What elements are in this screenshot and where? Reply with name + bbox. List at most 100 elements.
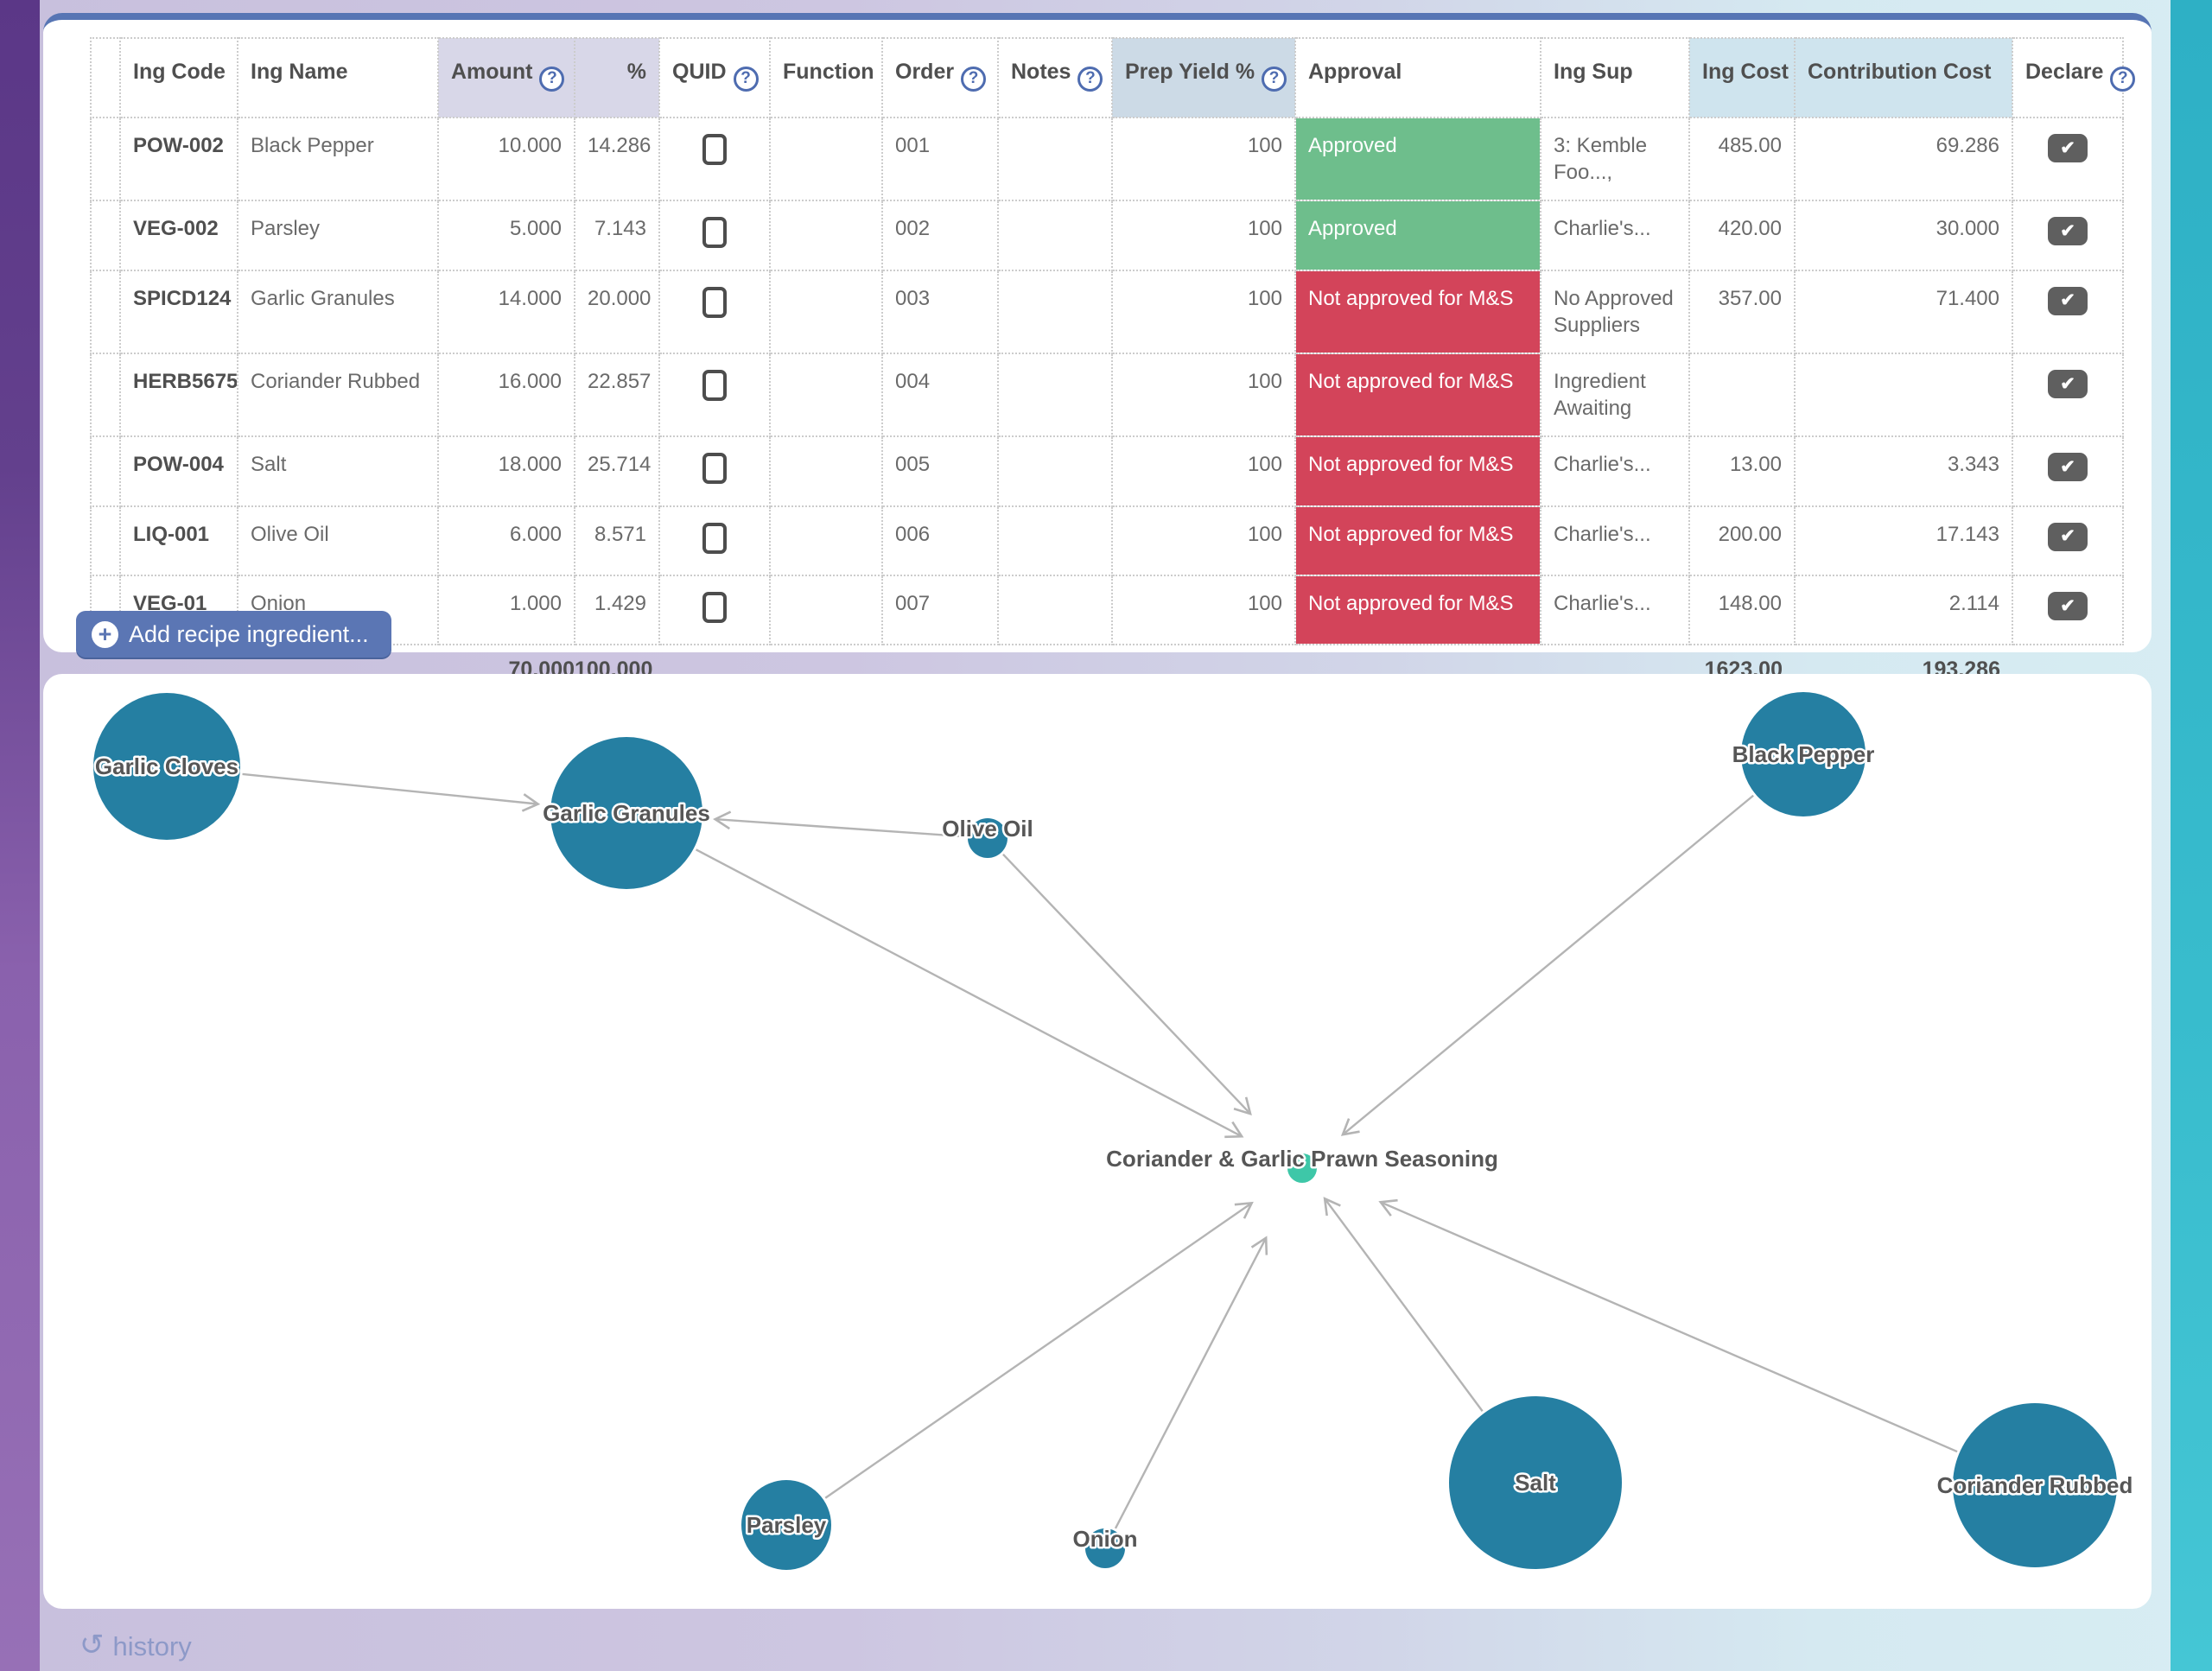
history-link[interactable]: ↺ history	[79, 1630, 192, 1662]
declare-checkbox-checked[interactable]: ✔	[2048, 591, 2088, 620]
cell-prep-yield: 100	[1111, 116, 1296, 202]
graph-node-parsley[interactable]	[741, 1480, 831, 1570]
cell-quid	[658, 116, 771, 202]
cell-amount: 14.000	[437, 269, 575, 354]
graph-node-garlic-cloves[interactable]	[93, 693, 240, 840]
column-header-function: Function	[769, 37, 883, 118]
edge-olive-oil-to-seasoning	[1002, 853, 1252, 1115]
cell-quid	[658, 505, 771, 576]
row-handle-cell	[90, 200, 121, 271]
approval-status-badge: Approved	[1294, 116, 1541, 202]
row-handle-cell	[90, 352, 121, 438]
help-icon[interactable]: ?	[961, 66, 987, 92]
edge-parsley-to-seasoning	[824, 1201, 1254, 1499]
cell-contribution-cost	[1794, 352, 2013, 438]
graph-node-onion[interactable]	[1085, 1528, 1125, 1568]
cell-amount: 18.000	[437, 435, 575, 507]
plus-icon: +	[92, 620, 118, 648]
cell-prep-yield: 100	[1111, 435, 1296, 507]
cell-function	[769, 574, 883, 645]
cell-contribution-cost: 17.143	[1794, 505, 2013, 576]
ingredients-panel: Ing Code Ing Name Amount?% QUID? Function Ord…	[43, 13, 2152, 682]
ingredient-row: LIQ-001 Olive Oil 6.000 8.571 006 100 Not appr…	[90, 505, 2124, 576]
quid-checkbox[interactable]	[702, 286, 727, 318]
column-header-ing-code: Ing Code	[119, 37, 238, 118]
graph-node-olive-oil[interactable]	[968, 818, 1007, 858]
edge-salt-to-seasoning	[1323, 1197, 1484, 1412]
cell-contribution-cost: 3.343	[1794, 435, 2013, 507]
help-icon[interactable]: ?	[539, 66, 565, 92]
help-icon[interactable]: ?	[1262, 66, 1287, 92]
cell-ing-name: Black Pepper	[237, 116, 439, 202]
cell-declare: ✔	[2012, 505, 2124, 576]
row-handle-cell	[90, 269, 121, 354]
cell-percent: 14.286	[574, 116, 660, 202]
cell-contribution-cost: 30.000	[1794, 200, 2013, 271]
cell-quid	[658, 574, 771, 645]
recipe-network-graph[interactable]: Garlic Cloves Garlic Granules Olive Oil Bla…	[43, 674, 2152, 1609]
graph-node-black-pepper[interactable]	[1741, 692, 1866, 816]
column-header-prep-yield-: Prep Yield %?	[1111, 37, 1296, 118]
cell-ing-cost: 357.00	[1688, 269, 1796, 354]
declare-checkbox-checked[interactable]: ✔	[2048, 453, 2088, 482]
cell-quid	[658, 435, 771, 507]
cell-ing-name: Salt	[237, 435, 439, 507]
cell-amount: 1.000	[437, 574, 575, 645]
edge-black-pepper-to-seasoning	[1340, 794, 1754, 1136]
declare-checkbox-checked[interactable]: ✔	[2048, 369, 2088, 398]
cell-percent: 8.571	[574, 505, 660, 576]
cell-function	[769, 505, 883, 576]
column-header-declare: Declare?	[2012, 37, 2136, 118]
cell-amount: 6.000	[437, 505, 575, 576]
column-header-ing-sup: Ing Sup	[1540, 37, 1690, 118]
approval-status-badge: Not approved for M&S	[1294, 505, 1541, 576]
cell-amount: 16.000	[437, 352, 575, 438]
quid-checkbox[interactable]	[702, 217, 727, 249]
cell-order: 006	[881, 505, 999, 576]
help-icon[interactable]: ?	[733, 66, 759, 92]
cell-declare: ✔	[2012, 200, 2124, 271]
cell-ing-cost	[1688, 352, 1796, 438]
column-header-approval: Approval	[1294, 37, 1541, 118]
cell-ing-cost: 200.00	[1688, 505, 1796, 576]
graph-node-label-black-pepper: Black Pepper	[1732, 741, 1875, 767]
cell-percent: 7.143	[574, 200, 660, 271]
cell-contribution-cost: 69.286	[1794, 116, 2013, 202]
graph-node-garlic-granules[interactable]	[550, 737, 702, 889]
declare-checkbox-checked[interactable]: ✔	[2048, 522, 2088, 551]
help-icon[interactable]: ?	[2110, 66, 2136, 92]
declare-checkbox-checked[interactable]: ✔	[2048, 134, 2088, 162]
cell-order: 007	[881, 574, 999, 645]
cell-amount: 10.000	[437, 116, 575, 202]
cell-declare: ✔	[2012, 269, 2124, 354]
quid-checkbox[interactable]	[702, 591, 727, 623]
declare-checkbox-checked[interactable]: ✔	[2048, 286, 2088, 315]
help-icon[interactable]: ?	[1077, 66, 1103, 92]
cell-ing-cost: 420.00	[1688, 200, 1796, 271]
quid-checkbox[interactable]	[702, 134, 727, 165]
cell-contribution-cost: 71.400	[1794, 269, 2013, 354]
edge-garlic-granules-to-seasoning	[695, 848, 1244, 1139]
ingredients-table: Ing Code Ing Name Amount?% QUID? Function Ord…	[90, 37, 2136, 683]
graph-node-seasoning[interactable]	[1287, 1153, 1317, 1183]
column-header-ing-name: Ing Name	[237, 37, 439, 118]
column-label: QUID	[672, 60, 727, 84]
cell-percent: 20.000	[574, 269, 660, 354]
quid-checkbox[interactable]	[702, 453, 727, 485]
declare-checkbox-checked[interactable]: ✔	[2048, 217, 2088, 246]
column-label: Prep Yield %	[1125, 60, 1255, 84]
quid-checkbox[interactable]	[702, 522, 727, 554]
cell-ing-sup: Charlie's...	[1540, 574, 1690, 645]
cell-notes	[997, 574, 1113, 645]
graph-node-salt[interactable]	[1449, 1396, 1622, 1569]
cell-order: 004	[881, 352, 999, 438]
graph-node-coriander-rubbed[interactable]	[1953, 1403, 2117, 1567]
graph-node-label-coriander-rubbed: Coriander Rubbed	[1937, 1472, 2133, 1498]
ingredient-row: VEG-002 Parsley 5.000 7.143 002 100 Approved Ch…	[90, 200, 2124, 271]
graph-node-label-garlic-granules: Garlic Granules	[543, 800, 710, 826]
graph-node-label-olive-oil: Olive Oil	[942, 816, 1033, 842]
quid-checkbox[interactable]	[702, 369, 727, 401]
graph-node-label-salt: Salt	[1515, 1470, 1556, 1496]
add-recipe-ingredient-button[interactable]: + Add recipe ingredient...	[76, 611, 391, 658]
cell-notes	[997, 505, 1113, 576]
